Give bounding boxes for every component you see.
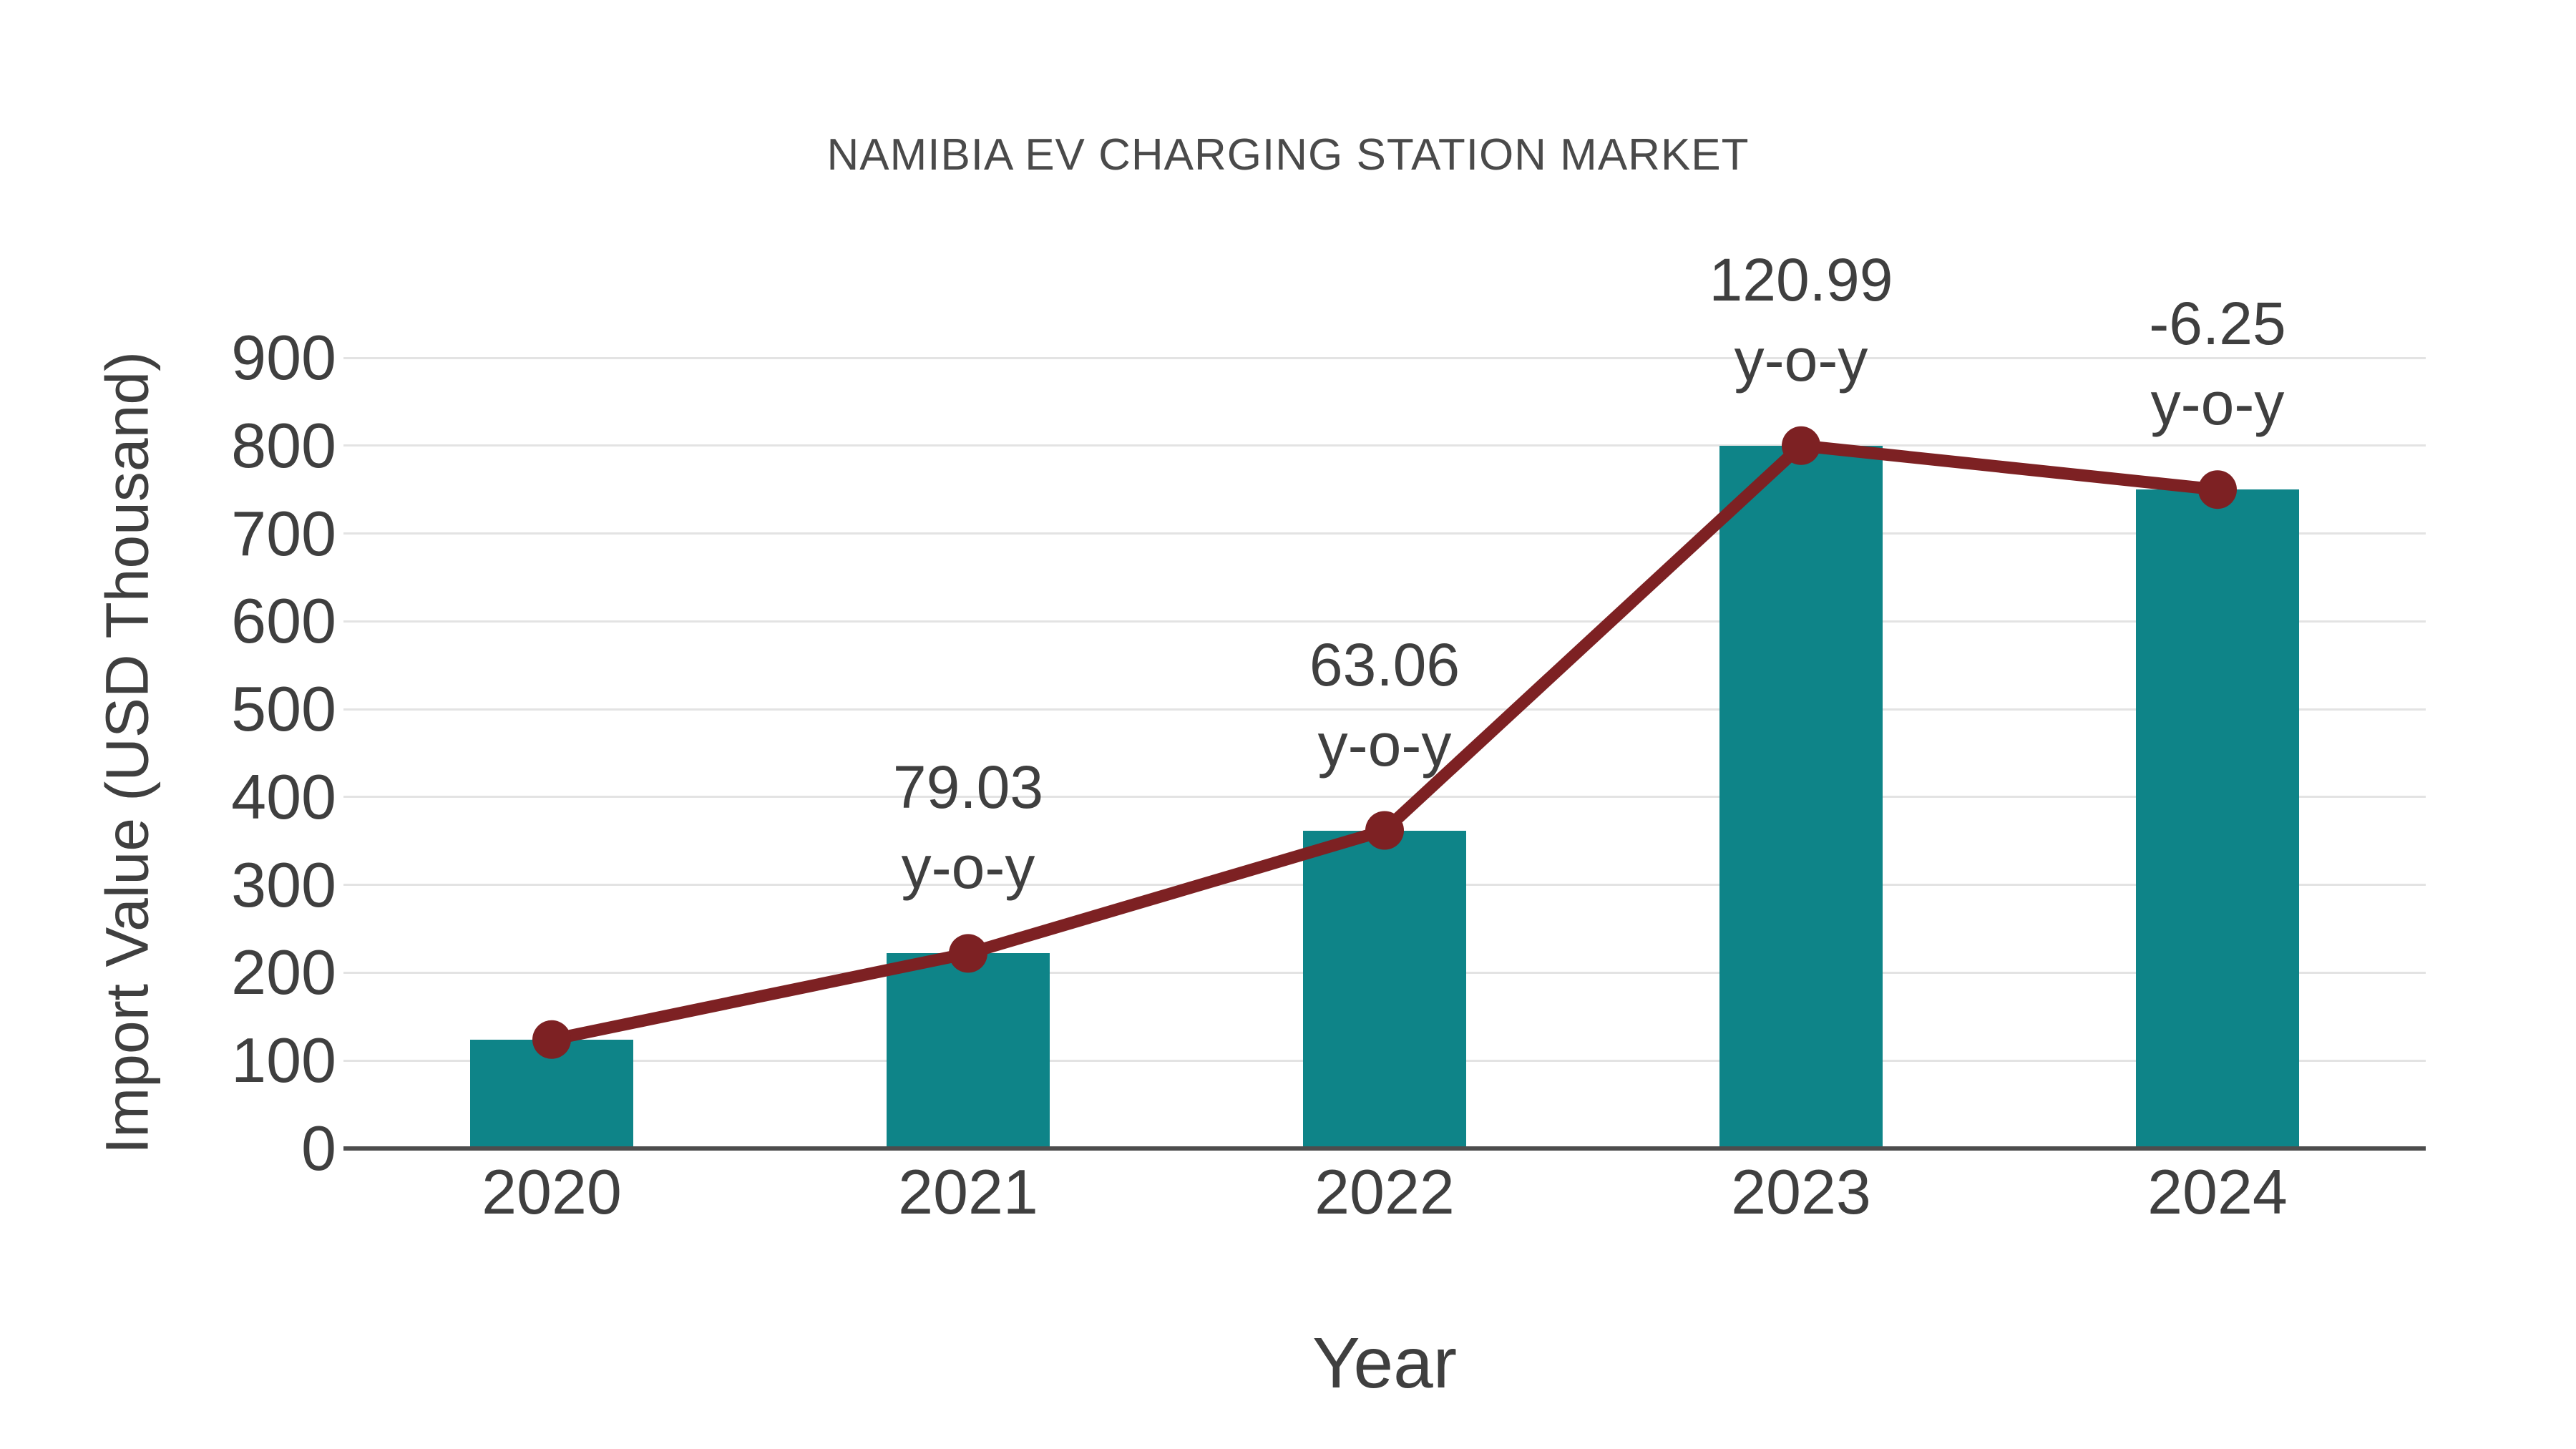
y-tick-label-300: 300	[231, 849, 336, 920]
data-point-2022	[1365, 811, 1404, 850]
gridline-600	[343, 620, 2426, 623]
bar-2021	[887, 953, 1050, 1148]
annotation-suffix-2024: y-o-y	[2150, 370, 2285, 437]
annotation-suffix-2023: y-o-y	[1734, 326, 1868, 394]
annotation-value-2023: 120.99	[1709, 246, 1893, 313]
data-point-2020	[532, 1020, 571, 1059]
chart-title: NAMIBIA EV CHARGING STATION MARKET	[826, 130, 1750, 180]
y-tick-label-400: 400	[231, 761, 336, 832]
x-tick-label-2023: 2023	[1731, 1156, 1871, 1227]
x-tick-label-2020: 2020	[482, 1156, 622, 1227]
gridline-800	[343, 444, 2426, 447]
annotation-2023: 120.99 y-o-y	[1551, 240, 2051, 400]
x-tick-label-2022: 2022	[1314, 1156, 1455, 1227]
x-axis-title: Year	[1312, 1323, 1458, 1403]
y-tick-label-600: 600	[231, 585, 336, 656]
x-axis-line	[343, 1146, 2426, 1151]
y-tick-label-200: 200	[231, 937, 336, 1008]
gridline-700	[343, 532, 2426, 535]
annotation-suffix-2022: y-o-y	[1317, 711, 1452, 779]
annotation-suffix-2021: y-o-y	[901, 834, 1035, 901]
annotation-value-2022: 63.06	[1309, 631, 1460, 698]
gridline-500	[343, 708, 2426, 711]
data-point-2021	[949, 934, 987, 973]
y-tick-label-100: 100	[231, 1025, 336, 1096]
x-tick-label-2021: 2021	[898, 1156, 1038, 1227]
data-point-2024	[2198, 470, 2237, 509]
annotation-2021: 79.03 y-o-y	[718, 747, 1219, 907]
annotation-2022: 63.06 y-o-y	[1134, 625, 1635, 785]
y-tick-label-900: 900	[231, 322, 336, 393]
annotation-value-2024: -6.25	[2149, 290, 2286, 357]
annotation-value-2021: 79.03	[892, 753, 1044, 821]
y-tick-label-0: 0	[301, 1113, 336, 1184]
gridline-900	[343, 357, 2426, 359]
data-point-2023	[1782, 426, 1820, 465]
x-tick-label-2024: 2024	[2147, 1156, 2288, 1227]
gridline-400	[343, 796, 2426, 798]
annotation-2024: -6.25 y-o-y	[1967, 283, 2468, 444]
bar-2023	[1719, 446, 1883, 1148]
bar-2024	[2136, 489, 2299, 1148]
y-tick-label-700: 700	[231, 498, 336, 569]
y-tick-label-800: 800	[231, 410, 336, 481]
bar-2022	[1303, 831, 1466, 1148]
y-tick-label-500: 500	[231, 673, 336, 744]
